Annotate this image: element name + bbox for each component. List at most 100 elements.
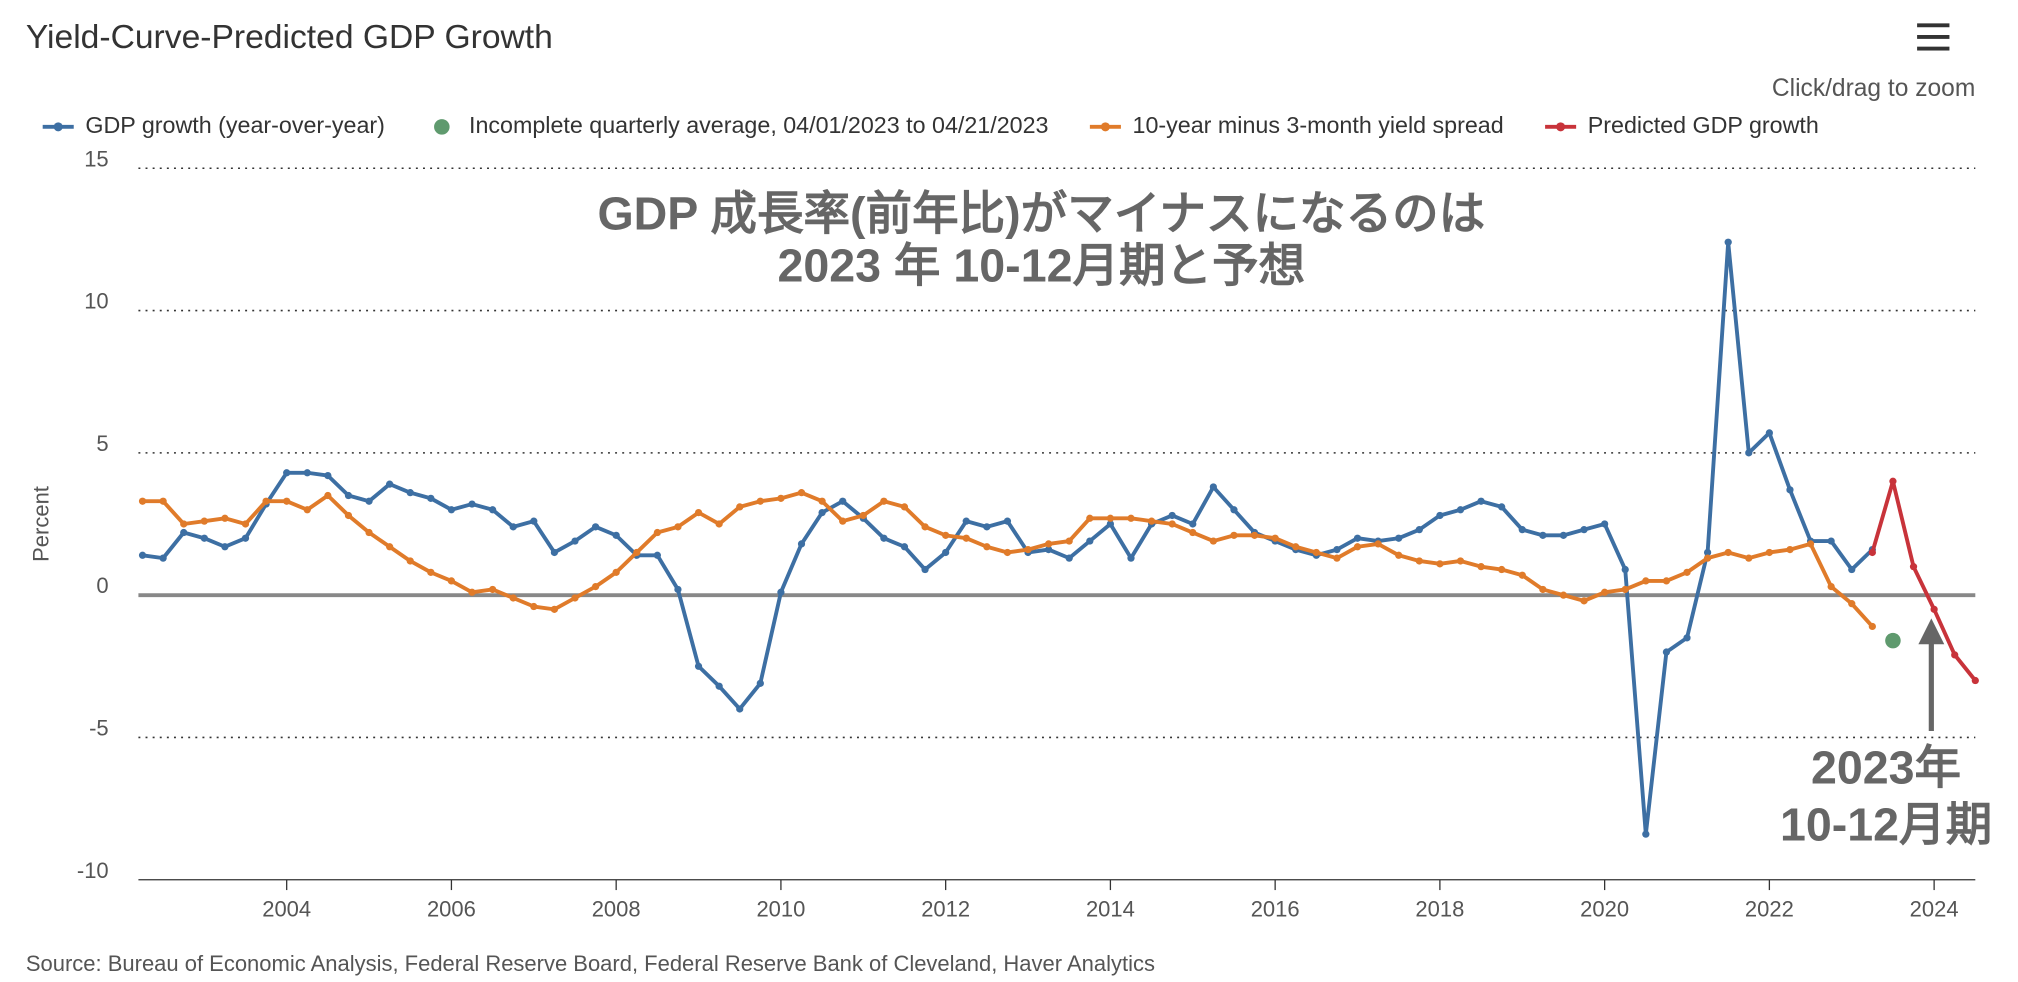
data-point [983, 523, 991, 531]
y-axis-label: Percent [29, 486, 54, 562]
menu-icon-bar[interactable] [1917, 35, 1950, 39]
data-point [694, 508, 703, 517]
data-point [1230, 506, 1238, 514]
data-point [1024, 545, 1032, 554]
data-point [962, 517, 970, 525]
data-point [797, 489, 806, 497]
data-point [694, 662, 703, 670]
data-point [406, 557, 414, 565]
data-point [715, 520, 723, 528]
data-point [900, 543, 909, 551]
data-point [1333, 545, 1341, 554]
data-point [1086, 514, 1094, 522]
data-point [1539, 585, 1547, 594]
data-point [1127, 554, 1135, 562]
data-point [1189, 520, 1197, 528]
data-point [1333, 554, 1341, 562]
data-point [571, 537, 579, 545]
data-point [633, 548, 641, 557]
zoom-hint: Click/drag to zoom [1772, 75, 1975, 102]
x-tick-label: 2022 [1745, 897, 1794, 922]
data-point [427, 568, 435, 576]
data-point [1127, 514, 1135, 522]
data-point [1353, 534, 1362, 542]
data-point [324, 471, 332, 480]
data-point [1189, 528, 1197, 537]
data-point [1065, 554, 1073, 562]
data-point [1003, 517, 1012, 525]
data-point [1106, 520, 1115, 528]
data-point [1436, 511, 1444, 520]
data-point [1271, 534, 1279, 542]
data-point [221, 543, 229, 551]
data-point [1601, 520, 1609, 528]
data-point [1250, 531, 1259, 539]
data-point [344, 491, 353, 500]
data-point [550, 605, 559, 613]
data-point [180, 528, 188, 537]
data-point [1518, 526, 1526, 534]
menu-icon-bar[interactable] [1917, 46, 1950, 51]
data-point [818, 508, 826, 517]
data-point [1580, 597, 1588, 605]
data-point [1374, 540, 1382, 548]
data-point [777, 494, 785, 502]
data-point [159, 497, 167, 505]
data-point [859, 511, 867, 520]
menu-button[interactable] [1911, 18, 1956, 58]
y-tick-label: 10 [84, 289, 108, 314]
data-point [983, 543, 991, 551]
series-line [1870, 479, 1977, 682]
x-tick-label: 2024 [1910, 897, 1959, 922]
data-point [283, 497, 291, 505]
x-tick-label: 2014 [1086, 897, 1135, 922]
data-point [1621, 585, 1629, 594]
data-point [880, 534, 888, 542]
y-tick-label: 0 [96, 573, 108, 598]
data-point [962, 534, 970, 542]
data-point [1436, 560, 1444, 568]
data-point [1477, 497, 1485, 505]
data-point [591, 523, 600, 531]
data-point [1559, 591, 1568, 599]
legend-item: Incomplete quarterly average, 04/01/2023… [434, 112, 1048, 138]
data-point [1827, 537, 1835, 545]
x-tick-label: 2008 [592, 897, 641, 922]
data-point [241, 520, 250, 528]
chart-title: Yield-Curve-Predicted GDP Growth [26, 19, 553, 56]
data-point [1745, 554, 1753, 562]
legend-item: GDP growth (year-over-year) [42, 112, 385, 138]
data-point [1621, 565, 1629, 574]
data-point [736, 705, 744, 713]
data-point [509, 594, 517, 602]
data-point [1498, 503, 1506, 511]
data-point [303, 469, 311, 477]
data-point [900, 503, 909, 511]
data-point [1703, 548, 1712, 557]
data-point [1703, 554, 1712, 562]
series-line [142, 490, 1874, 628]
legend-marker [1100, 122, 1110, 132]
x-tick-label: 2018 [1415, 897, 1464, 922]
data-point [1106, 514, 1115, 522]
data-point [921, 523, 929, 531]
data-point [365, 497, 373, 505]
data-point [1395, 534, 1403, 542]
data-point [1415, 526, 1423, 534]
data-point [921, 565, 929, 574]
data-point [488, 585, 497, 594]
data-point [715, 682, 723, 690]
data-point [1745, 449, 1753, 457]
data-point [1786, 486, 1794, 494]
y-tick-label: -10 [77, 858, 109, 883]
data-point [1971, 676, 1979, 685]
data-point [1477, 563, 1485, 571]
data-point [303, 506, 311, 514]
data-point [1683, 634, 1691, 642]
data-point [942, 548, 950, 557]
data-point [1045, 545, 1053, 554]
data-point [1312, 548, 1320, 557]
data-point [1930, 605, 1938, 613]
menu-icon-bar[interactable] [1917, 23, 1950, 28]
